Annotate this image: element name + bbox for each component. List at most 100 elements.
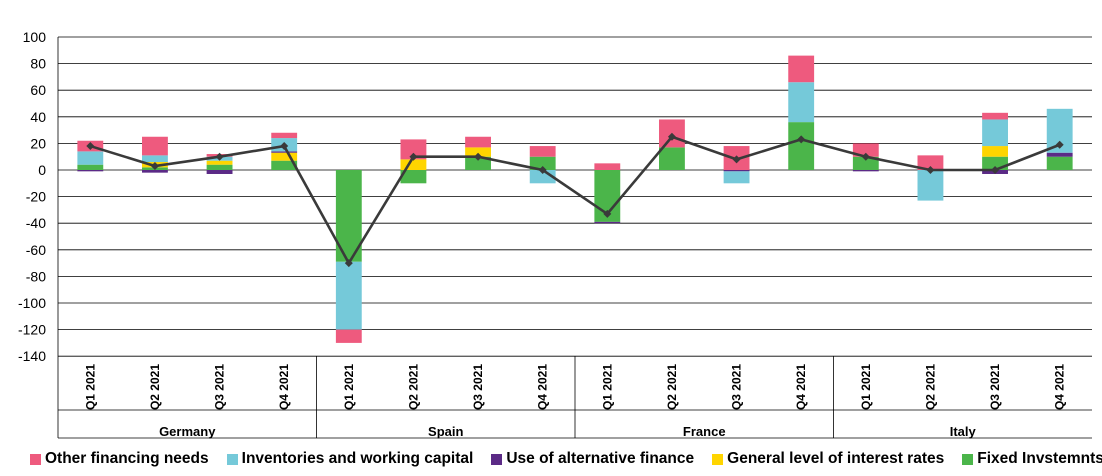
line-marker — [991, 166, 1000, 174]
legend-item: Fixed Invstemnts — [962, 450, 1102, 468]
y-tick-label: 40 — [30, 109, 46, 125]
bar-segment — [659, 147, 685, 170]
line-marker — [280, 142, 289, 151]
line-marker — [603, 209, 612, 218]
x-tick-label: Q3 2021 — [213, 364, 227, 410]
x-tick-label: Q4 2021 — [794, 364, 808, 410]
y-tick-label: -40 — [26, 215, 46, 231]
legend-swatch — [226, 453, 238, 465]
group-label: Italy — [950, 424, 977, 439]
line-marker — [538, 166, 547, 174]
bar-segment — [271, 152, 298, 161]
bar-segment — [142, 155, 168, 163]
y-tick-label: -20 — [26, 189, 46, 205]
bar-segment — [982, 112, 1008, 120]
x-tick-label: Q1 2021 — [83, 364, 97, 410]
bar-segment — [271, 132, 298, 139]
x-tick-label: Q4 2021 — [1053, 364, 1067, 410]
bar-segment — [400, 170, 427, 184]
y-tick-label: 20 — [30, 135, 46, 151]
line-marker — [215, 152, 224, 161]
y-tick-label: 60 — [30, 82, 46, 98]
group-label: France — [683, 424, 726, 439]
bar-segment — [77, 164, 104, 170]
legend-item: Inventories and working capital — [226, 450, 474, 468]
bar-segment — [1046, 156, 1073, 170]
bar-segment — [465, 136, 491, 148]
legend-label: Inventories and working capital — [241, 450, 474, 467]
line-marker — [732, 155, 741, 164]
legend-label: General level of interest rates — [727, 450, 945, 467]
y-tick-label: -60 — [26, 242, 46, 258]
group-label: Germany — [159, 424, 216, 439]
bar-segment — [1046, 152, 1073, 157]
bar-segment — [206, 170, 233, 174]
bar-segment — [852, 170, 879, 172]
x-tick-label: Q2 2021 — [148, 364, 162, 410]
chart-plot: 100 80 60 40 20 0 -20 -40 -60 -80 -100 -120 -140 Q1 2… — [18, 29, 1092, 439]
bar-segment — [852, 143, 879, 157]
x-tick-label: Q3 2021 — [730, 364, 744, 410]
legend-swatch — [30, 453, 41, 465]
y-tick-label: 0 — [38, 162, 46, 178]
bar-segment — [788, 82, 815, 123]
x-tick-label: Q1 2021 — [600, 364, 614, 410]
x-tick-label: Q3 2021 — [988, 364, 1002, 410]
legend: Other financing needs Inventories and wor… — [30, 448, 1102, 470]
bar-segment — [594, 163, 621, 170]
bar-segment — [206, 160, 233, 165]
line-marker — [474, 152, 483, 161]
bar-segment — [142, 170, 168, 173]
bar-segment — [982, 146, 1008, 157]
bar-segment — [77, 170, 104, 172]
line-marker — [1055, 140, 1064, 149]
line-marker — [797, 135, 806, 144]
bar-segment — [335, 329, 362, 343]
line-marker — [86, 142, 95, 151]
y-tick-label: 80 — [30, 56, 46, 72]
legend-item: General level of interest rates — [712, 450, 944, 468]
bar-segment — [723, 170, 750, 172]
legend-label: Other financing needs — [45, 450, 209, 467]
x-tick-label: Q2 2021 — [923, 364, 937, 410]
total-line — [89, 135, 1061, 266]
x-tick-label: Q2 2021 — [665, 364, 679, 410]
bar-segment — [917, 155, 944, 170]
x-tick-label: Q4 2021 — [536, 364, 550, 410]
bar-segment — [206, 164, 233, 170]
bar-segment — [788, 55, 815, 83]
legend-item: Use of alternative finance — [491, 450, 694, 468]
x-tick-label: Q1 2021 — [342, 364, 356, 410]
bar-segment — [723, 171, 750, 184]
bar-segment — [852, 156, 879, 170]
legend-swatch — [712, 453, 724, 465]
bar-segment — [788, 122, 815, 170]
x-tick-label: Q3 2021 — [471, 364, 485, 410]
line-marker — [150, 162, 159, 171]
line-marker — [861, 152, 870, 161]
line-marker — [667, 132, 676, 141]
legend-swatch — [962, 453, 974, 465]
line-marker — [409, 152, 418, 161]
legend-label: Fixed Invstemnts — [977, 450, 1102, 467]
y-tick-label: 100 — [23, 29, 47, 45]
legend-item: Other financing needs — [30, 450, 209, 468]
bar-segment — [142, 136, 168, 156]
bar-segment — [594, 221, 621, 224]
bar-segment — [271, 151, 298, 153]
bar-segment — [465, 156, 491, 170]
y-tick-label: -80 — [26, 268, 46, 284]
x-tick-label: Q4 2021 — [277, 364, 291, 410]
group-label: Spain — [428, 424, 463, 439]
y-tick-label: -100 — [18, 295, 46, 311]
y-tick-label: -140 — [18, 348, 46, 364]
bar-segment — [271, 160, 298, 170]
bar-segment — [400, 159, 427, 170]
bar-segment — [335, 261, 362, 330]
legend-label: Use of alternative finance — [506, 450, 695, 467]
bar-segment — [529, 156, 556, 170]
bar-segment — [400, 139, 427, 160]
bar-segment — [917, 170, 944, 201]
bar-segment — [77, 151, 104, 165]
